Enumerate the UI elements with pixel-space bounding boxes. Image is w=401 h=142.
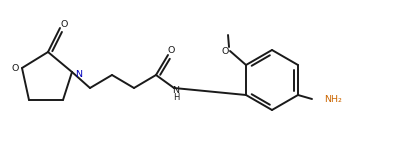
Text: O: O bbox=[167, 45, 175, 55]
Text: N: N bbox=[75, 69, 83, 79]
Text: O: O bbox=[221, 46, 229, 56]
Text: N: N bbox=[172, 85, 180, 94]
Text: NH₂: NH₂ bbox=[324, 94, 342, 104]
Text: O: O bbox=[60, 19, 68, 29]
Text: H: H bbox=[173, 93, 179, 103]
Text: O: O bbox=[11, 63, 19, 73]
